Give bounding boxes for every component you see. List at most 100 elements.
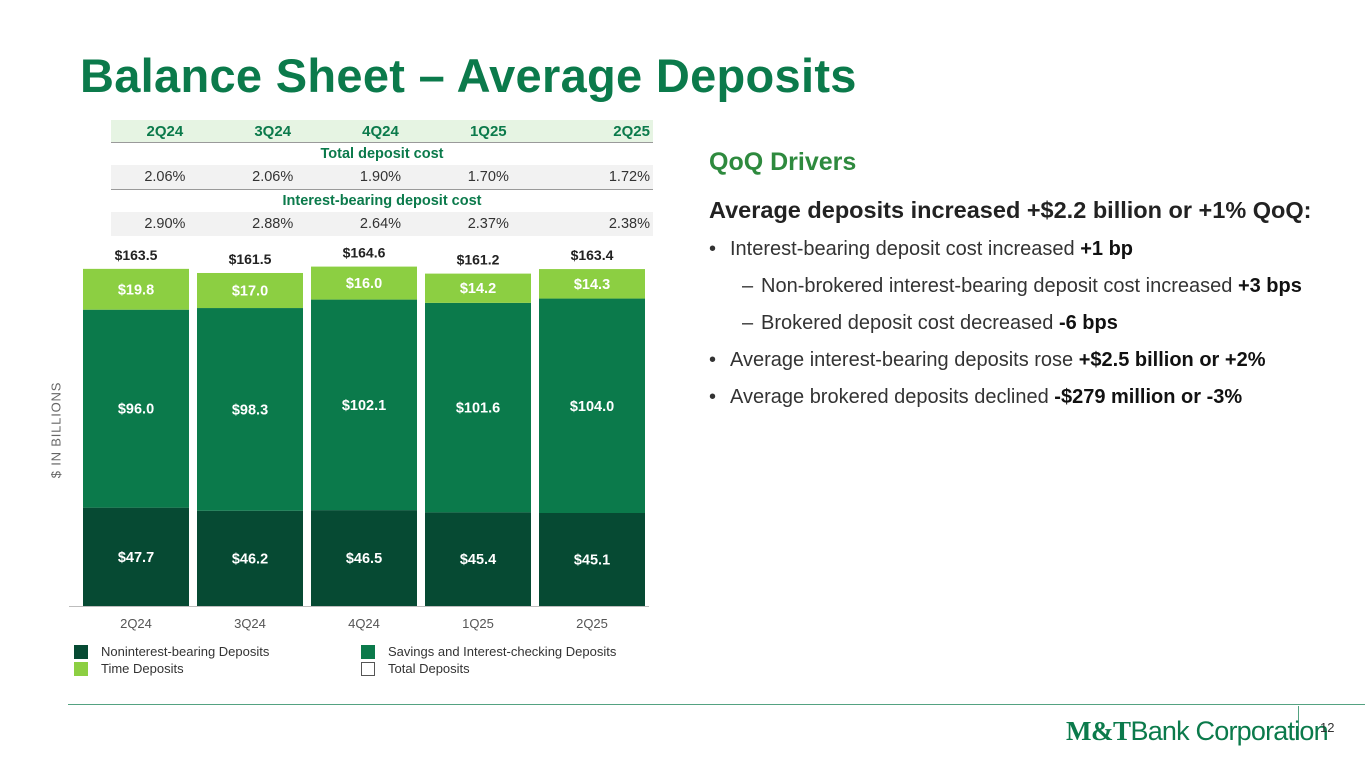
bar-value-label: $98.3 <box>232 402 268 418</box>
bar-value-label: $19.8 <box>118 282 154 298</box>
drivers-heading: QoQ Drivers <box>709 148 857 176</box>
bar-value-label: $45.4 <box>460 552 496 568</box>
x-tick-label: 3Q24 <box>234 616 266 631</box>
qoq-drivers-panel: QoQ Drivers Average deposits increased +… <box>709 148 1319 409</box>
bullet-brokered-deposits: Average brokered deposits declined -$279… <box>709 386 1319 409</box>
legend-label: Time Deposits <box>101 661 184 676</box>
page-title: Balance Sheet – Average Deposits <box>80 49 857 102</box>
table-row: 2.06% 2.06% 1.90% 1.70% 1.72% <box>111 165 653 189</box>
bullet-value: +1 bp <box>1080 238 1133 260</box>
bar-value-label: $14.2 <box>460 281 496 297</box>
logo-mark: M&T <box>1066 716 1131 746</box>
legend-label: Noninterest-bearing Deposits <box>101 644 270 659</box>
table-header-cell: 1Q25 <box>469 122 507 140</box>
company-logo: M&TBank Corporation <box>1066 716 1329 747</box>
total-value-label: $164.6 <box>343 245 386 261</box>
bullet-text: Average interest-bearing deposits rose <box>730 349 1079 371</box>
bar-segment <box>83 268 189 310</box>
table-header-cell: 2Q25 <box>613 122 650 140</box>
bar-value-label: $46.5 <box>346 551 382 567</box>
table-cell: 2.38% <box>608 216 650 232</box>
bar-segment <box>539 298 645 514</box>
bar-value-label: $104.0 <box>570 399 614 415</box>
total-value-label: $161.2 <box>457 252 500 268</box>
legend-swatch <box>361 661 375 676</box>
y-axis-title: $ IN BILLIONS <box>48 381 64 479</box>
total-value-label: $161.5 <box>229 251 272 267</box>
page-number: 12 <box>1320 720 1335 735</box>
bar-segment <box>311 510 417 606</box>
bar-value-label: $96.0 <box>118 402 154 418</box>
bullet-text: Average brokered deposits declined <box>730 386 1055 408</box>
bar-segment <box>83 507 189 606</box>
table-header-row: 2Q24 3Q24 4Q24 1Q25 2Q25 <box>111 120 653 142</box>
bar-segment <box>425 273 531 303</box>
table-cell: 2.37% <box>467 216 509 232</box>
legend-swatch <box>361 644 375 659</box>
bar-segment <box>539 269 645 299</box>
table-cell: 2.64% <box>359 216 402 232</box>
legend-swatch <box>74 644 88 659</box>
bar-value-label: $17.0 <box>232 284 268 300</box>
bar-segment <box>83 309 189 508</box>
legend-item-total: Total Deposits <box>361 661 470 676</box>
bar-segment <box>425 302 531 513</box>
total-value-label: $163.5 <box>115 247 158 263</box>
total-deposit-cost-label: Total deposit cost <box>111 142 653 165</box>
bullet-value: -$279 million or -3% <box>1054 386 1243 408</box>
bar-value-label: $102.1 <box>342 398 386 414</box>
table-header-cell: 4Q24 <box>362 122 399 140</box>
table-row: 2.90% 2.88% 2.64% 2.37% 2.38% <box>111 212 653 236</box>
x-tick-label: 2Q25 <box>576 616 608 631</box>
legend-label: Total Deposits <box>388 661 470 676</box>
bar-value-label: $47.7 <box>118 550 154 566</box>
table-cell: 2.06% <box>252 169 294 185</box>
legend-swatch <box>74 661 88 676</box>
bullet-text: Interest-bearing deposit cost increased <box>730 238 1081 260</box>
deposits-bar-chart: $47.7 $96.0 $19.8 $163.5 2Q24 $46.2 $98.3 $17.0… <box>69 245 649 631</box>
footer-vertical-divider <box>1298 706 1299 740</box>
bullet-ib-deposits: Average interest-bearing deposits rose +… <box>709 349 1319 372</box>
bar-segment <box>311 299 417 511</box>
bar-segment <box>425 512 531 606</box>
bar-segment <box>539 513 645 606</box>
table-header-cell: 3Q24 <box>254 122 292 140</box>
interest-bearing-cost-label: Interest-bearing deposit cost <box>111 189 653 212</box>
bar-value-label: $16.0 <box>346 276 382 292</box>
bar-segment <box>197 308 303 511</box>
bar-segment <box>197 272 303 309</box>
bar-value-label: $101.6 <box>456 401 500 417</box>
legend-item-noninterest: Noninterest-bearing Deposits <box>74 644 269 659</box>
dash-glyph: – <box>742 275 754 297</box>
bullet-value: +3 bps <box>1237 275 1302 297</box>
table-cell: 2.06% <box>144 169 186 185</box>
legend-label: Savings and Interest-checking Deposits <box>388 644 617 659</box>
table-cell: 2.88% <box>252 216 294 232</box>
legend-item-time: Time Deposits <box>74 661 184 676</box>
bullet-value: -6 bps <box>1058 312 1118 334</box>
bar-value-label: $46.2 <box>232 551 268 567</box>
bar-segment <box>311 266 417 300</box>
x-tick-label: 4Q24 <box>348 616 380 631</box>
bullet-ib-cost: Interest-bearing deposit cost increased … <box>709 238 1319 261</box>
x-tick-label: 2Q24 <box>120 616 152 631</box>
table-header-cell: 2Q24 <box>146 122 184 140</box>
bullet-text: Brokered deposit cost decreased <box>761 312 1059 334</box>
table-cell: 1.70% <box>467 169 509 185</box>
table-cell: 1.90% <box>359 169 402 185</box>
deposit-cost-table: 2Q24 3Q24 4Q24 1Q25 2Q25 Total deposit c… <box>111 120 653 236</box>
bullet-text: Non-brokered interest-bearing deposit co… <box>761 275 1238 297</box>
bar-segment <box>197 510 303 606</box>
x-tick-label: 1Q25 <box>462 616 494 631</box>
table-cell: 2.90% <box>144 216 186 232</box>
bullet-value: +$2.5 billion or +2% <box>1078 349 1266 371</box>
dash-glyph: – <box>742 312 754 334</box>
sub-bullet-nonbrokered: – Non-brokered interest-bearing deposit c… <box>709 275 1319 298</box>
sub-bullet-brokered: – Brokered deposit cost decreased -6 bps <box>709 312 1319 335</box>
table-cell: 1.72% <box>608 169 650 185</box>
legend-item-savings: Savings and Interest-checking Deposits <box>361 644 616 659</box>
drivers-lead: Average deposits increased +$2.2 billion… <box>709 197 1312 223</box>
bar-value-label: $14.3 <box>574 277 610 293</box>
logo-text: Bank Corporation <box>1130 716 1328 746</box>
bar-value-label: $45.1 <box>574 553 610 569</box>
